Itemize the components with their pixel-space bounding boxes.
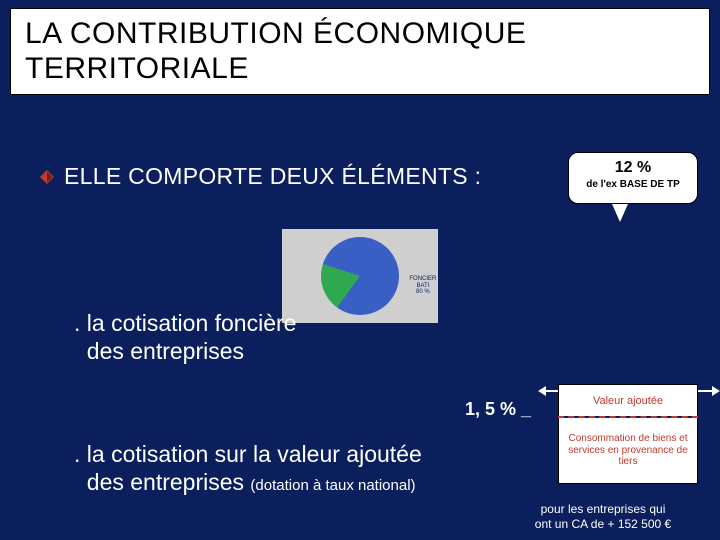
- bullet-diamond-icon: [40, 170, 54, 184]
- item-2-line1: la cotisation sur la valeur ajoutée: [87, 441, 422, 467]
- bullet-row: ELLE COMPORTE DEUX ÉLÉMENTS :: [40, 163, 481, 190]
- valeur-ajoutee-box: Valeur ajoutée Consommation de biens et …: [558, 384, 698, 484]
- item-2-line2b: (dotation à taux national): [250, 477, 415, 494]
- item-1-prefix: .: [74, 310, 87, 336]
- item-2-prefix: .: [74, 441, 87, 467]
- percent-1-5: 1, 5 % _: [465, 399, 531, 420]
- footer-line-1: pour les entreprises qui: [541, 502, 666, 516]
- item-1-line2: des entreprises: [87, 338, 244, 364]
- pie-chart-container: FONCIER BATI 80 %: [282, 229, 438, 323]
- callout-12pct: 12 % de l'ex BASE DE TP: [568, 152, 698, 204]
- item-2: . la cotisation sur la valeur ajoutée de…: [74, 441, 422, 496]
- callout-tail-icon: [612, 204, 628, 222]
- bullet-text: ELLE COMPORTE DEUX ÉLÉMENTS :: [64, 163, 481, 190]
- footer-note: pour les entreprises qui ont un CA de + …: [498, 502, 708, 532]
- pie-chart: FONCIER BATI 80 %: [321, 237, 399, 315]
- item-2-line2a: des entreprises: [87, 469, 251, 495]
- title-box: LA CONTRIBUTION ÉCONOMIQUE TERRITORIALE: [10, 8, 710, 95]
- title-text: LA CONTRIBUTION ÉCONOMIQUE TERRITORIALE: [25, 17, 695, 86]
- title-line-1: LA CONTRIBUTION ÉCONOMIQUE: [25, 17, 526, 50]
- footer-line-2: ont un CA de + 152 500 €: [535, 517, 671, 531]
- item-1: . la cotisation foncière des entreprises: [74, 310, 296, 365]
- callout-percent: 12 %: [569, 159, 697, 177]
- va-top-cell: Valeur ajoutée: [558, 384, 698, 416]
- title-line-2: TERRITORIALE: [25, 52, 249, 85]
- pie-green-label: FONCIER BATI 80 %: [403, 276, 443, 296]
- callout-subtitle: de l'ex BASE DE TP: [569, 179, 697, 190]
- item-1-line1: la cotisation foncière: [87, 310, 297, 336]
- va-bottom-cell: Consommation de biens et services en pro…: [558, 418, 698, 484]
